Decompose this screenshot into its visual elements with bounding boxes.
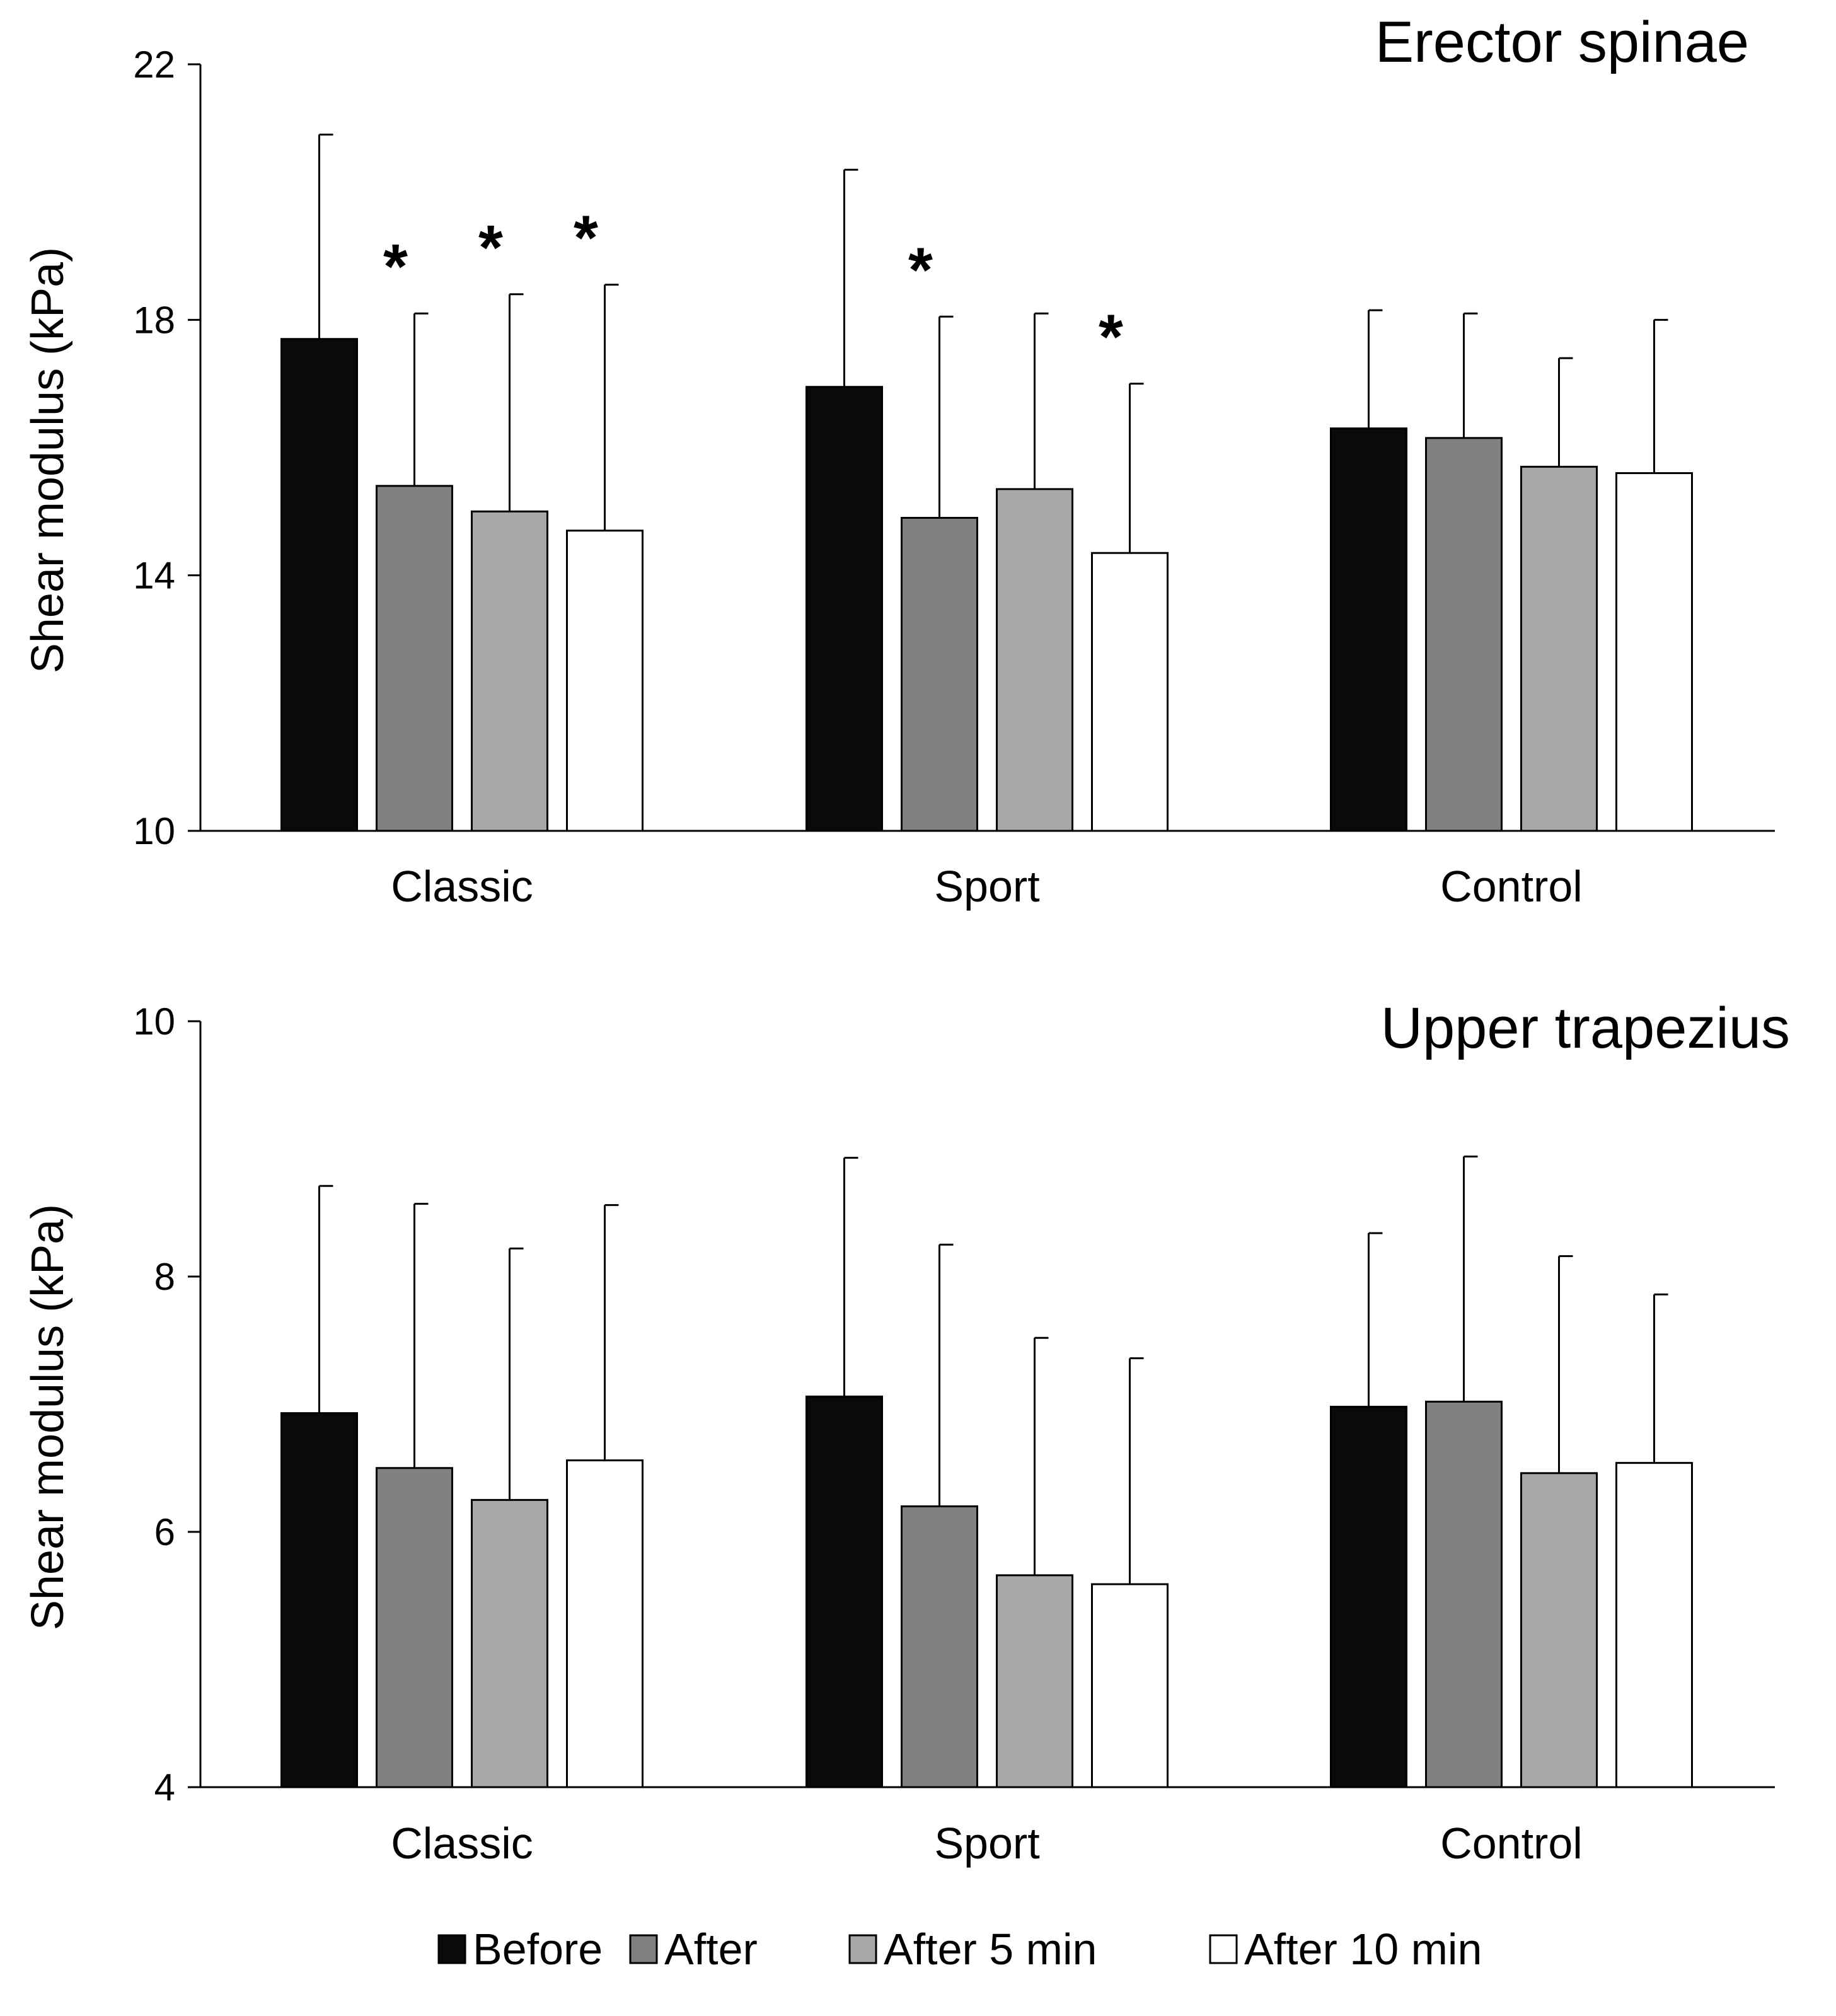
- chart-title: Erector spinae: [1375, 10, 1749, 74]
- bar-classic-before: [280, 1412, 358, 1788]
- y-tick-label: 22: [133, 43, 175, 86]
- y-tick-label: 6: [154, 1511, 175, 1553]
- bar-control-after-5-min: [1520, 1472, 1598, 1788]
- bar-sport-before: [805, 1395, 883, 1788]
- bar-sport-after-5-min: [996, 1574, 1073, 1788]
- y-axis-label: Shear modulus (kPa): [23, 247, 73, 673]
- bar-sport-before: [805, 386, 883, 832]
- bar-classic-after-10-min: [566, 530, 644, 832]
- bar-sport-after: [901, 516, 978, 832]
- y-tick-label: 14: [133, 555, 175, 597]
- chart-panel-erector-spinae: * * * * * 10 14 18 22 Classic Sport Control Shear mo…: [23, 10, 1775, 911]
- significance-marker: *: [383, 231, 408, 302]
- y-tick-label: 18: [133, 299, 175, 341]
- y-tick-label: 4: [154, 1766, 175, 1809]
- bar-control-before: [1330, 1406, 1407, 1788]
- y-tick-label: 10: [133, 1000, 175, 1043]
- significance-marker: *: [908, 235, 933, 305]
- x-category-label-sport: Sport: [934, 1819, 1039, 1868]
- legend-swatch-after-10-min: [1209, 1934, 1238, 1964]
- legend-label-after-5-min: After 5 min: [884, 1925, 1097, 1974]
- bar-control-after-10-min: [1615, 472, 1693, 832]
- y-tick-label: 8: [154, 1256, 175, 1298]
- bar-sport-after-10-min: [1091, 552, 1169, 832]
- bar-control-after-10-min: [1615, 1462, 1693, 1788]
- chart-title: Upper trapezius: [1381, 996, 1790, 1060]
- x-category-label-classic: Classic: [391, 862, 533, 911]
- chart-panel-upper-trapezius: 4 6 8 10 Classic Sport Control Shear modulus (k…: [23, 996, 1790, 1868]
- legend-swatch-after-5-min: [848, 1934, 877, 1964]
- bar-sport-after-10-min: [1091, 1583, 1169, 1788]
- bar-control-after: [1425, 437, 1503, 832]
- x-category-label-control: Control: [1440, 1819, 1583, 1868]
- legend-label-before: Before: [473, 1925, 603, 1974]
- legend: Before After After 5 min After 10 min: [437, 1925, 1482, 1974]
- bar-control-after: [1425, 1400, 1503, 1788]
- y-axis-label: Shear modulus (kPa): [23, 1204, 73, 1630]
- bar-classic-after: [376, 485, 453, 832]
- x-category-label-sport: Sport: [934, 862, 1039, 911]
- bar-classic-after: [376, 1467, 453, 1788]
- bar-classic-after-10-min: [566, 1459, 644, 1788]
- bar-control-after-5-min: [1520, 465, 1598, 832]
- bar-classic-before: [280, 338, 358, 832]
- significance-marker: *: [478, 212, 503, 283]
- bar-control-before: [1330, 427, 1407, 832]
- bar-classic-after-5-min: [471, 1498, 548, 1788]
- legend-label-after-10-min: After 10 min: [1244, 1925, 1482, 1974]
- bar-sport-after-5-min: [996, 488, 1073, 832]
- x-category-label-classic: Classic: [391, 1819, 533, 1868]
- bar-classic-after-5-min: [471, 510, 548, 832]
- legend-swatch-before: [437, 1934, 466, 1964]
- legend-label-after: After: [664, 1925, 758, 1974]
- y-tick-label: 10: [133, 810, 175, 852]
- significance-marker: *: [574, 203, 598, 274]
- x-category-label-control: Control: [1440, 862, 1583, 911]
- bar-sport-after: [901, 1505, 978, 1788]
- legend-swatch-after: [629, 1934, 658, 1964]
- significance-marker: *: [1099, 302, 1123, 373]
